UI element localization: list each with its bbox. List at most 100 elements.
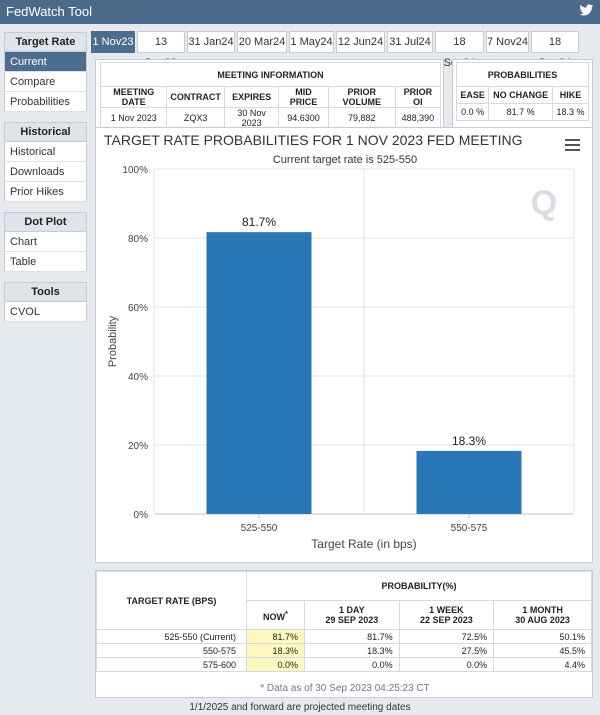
- contract-value: ZQX3: [166, 107, 225, 129]
- one-month-cell: 50.1%: [493, 629, 592, 644]
- tab-12-jun24[interactable]: 12 Jun24: [336, 31, 385, 53]
- probability-table-panel: TARGET RATE (BPS) PROBABILITY(%) NOW* 1 …: [95, 570, 593, 698]
- sidebar-item-compare[interactable]: Compare: [4, 72, 87, 92]
- sidebar: Target Rate Current Compare Probabilitie…: [4, 32, 87, 322]
- hamburger-menu-icon[interactable]: [565, 139, 580, 151]
- y-tick-label: 40%: [128, 372, 148, 383]
- header-1-day: 1 DAY 29 SEP 2023: [304, 600, 400, 630]
- sidebar-item-cvol[interactable]: CVOL: [4, 302, 87, 322]
- header-1-week: 1 WEEK 22 SEP 2023: [398, 600, 495, 630]
- one-day-cell: 81.7%: [304, 629, 400, 644]
- header-1-month: 1 MONTH 30 AUG 2023: [493, 600, 592, 630]
- ease-value: 0.0 %: [455, 103, 490, 121]
- title-bar: FedWatch Tool: [0, 0, 600, 24]
- x-axis-title: Target Rate (in bps): [311, 537, 416, 551]
- sidebar-item-current[interactable]: Current: [4, 52, 87, 72]
- bar: [206, 232, 312, 514]
- projected-dates-note: 1/1/2025 and forward are projected meeti…: [189, 702, 411, 713]
- sidebar-item-table[interactable]: Table: [4, 252, 87, 272]
- header-1-week-label: 1 WEEK: [429, 605, 464, 615]
- header-1-month-date: 30 AUG 2023: [515, 615, 570, 625]
- header-1-week-date: 22 SEP 2023: [419, 615, 473, 625]
- tab-13-dec23[interactable]: 13 Dec23: [137, 31, 185, 69]
- header-prior-volume: PRIOR VOLUME: [327, 86, 396, 108]
- header-contract: CONTRACT: [166, 86, 225, 108]
- y-tick-label: 0%: [134, 510, 149, 521]
- tab-1-may24[interactable]: 1 May24: [289, 31, 334, 53]
- mid-price-value: 94.6300: [278, 107, 329, 129]
- meeting-information-caption: MEETING INFORMATION: [100, 62, 441, 87]
- header-no-change: NO CHANGE: [488, 86, 554, 104]
- header-now: NOW*: [246, 600, 305, 630]
- header-prior-oi: PRIOR OI: [394, 86, 442, 108]
- probabilities-table: PROBABILITIES EASE NO CHANGE HIKE 0.0 % …: [455, 62, 589, 121]
- now-cell: 18.3%: [246, 643, 305, 658]
- prior-volume-value: 79,882: [327, 107, 396, 129]
- one-day-cell: 0.0%: [304, 657, 400, 672]
- probability-table: TARGET RATE (BPS) PROBABILITY(%) NOW* 1 …: [96, 571, 592, 672]
- sidebar-item-downloads[interactable]: Downloads: [4, 162, 87, 182]
- meeting-information-table: MEETING INFORMATION MEETING DATE CONTRAC…: [99, 62, 442, 129]
- header-probability-group: PROBABILITY(%): [246, 571, 592, 601]
- tab-18-dec24[interactable]: 18 Dec24: [531, 31, 579, 69]
- table-row: 575-600 0.0% 0.0% 0.0% 4.4%: [96, 657, 592, 672]
- sidebar-heading-dot-plot: Dot Plot: [4, 212, 87, 232]
- x-tick-label: 550-575: [451, 523, 488, 534]
- y-tick-label: 60%: [128, 303, 148, 314]
- chart-subtitle: Current target rate is 525-550: [272, 154, 418, 166]
- header-now-marker: *: [285, 608, 288, 618]
- now-cell: 81.7%: [246, 629, 305, 644]
- header-1-day-label: 1 DAY: [338, 605, 365, 615]
- header-now-label: NOW: [263, 611, 286, 622]
- app-title: FedWatch Tool: [6, 4, 92, 19]
- header-ease: EASE: [455, 86, 490, 104]
- no-change-value: 81.7 %: [488, 103, 554, 121]
- one-week-cell: 27.5%: [398, 643, 495, 658]
- bar: [416, 450, 522, 514]
- header-1-month-label: 1 MONTH: [522, 605, 563, 615]
- rate-cell: 525-550 (Current): [96, 629, 247, 644]
- sidebar-item-chart[interactable]: Chart: [4, 232, 87, 252]
- sidebar-item-probabilities[interactable]: Probabilities: [4, 92, 87, 112]
- probabilities-caption: PROBABILITIES: [456, 62, 589, 87]
- meeting-tabs: 1 Nov23 13 Dec23 31 Jan24 20 Mar24 1 May…: [91, 30, 596, 69]
- data-timestamp-footnote: * Data as of 30 Sep 2023 04:25:23 CT: [260, 683, 430, 694]
- chart-title: TARGET RATE PROBABILITIES FOR 1 NOV 2023…: [104, 132, 523, 148]
- tab-31-jul24[interactable]: 31 Jul24: [387, 31, 433, 53]
- one-week-cell: 72.5%: [398, 629, 495, 644]
- bar-data-label: 18.3%: [452, 434, 486, 448]
- header-1-day-date: 29 SEP 2023: [325, 615, 379, 625]
- header-meeting-date: MEETING DATE: [99, 86, 168, 108]
- sidebar-item-prior-hikes[interactable]: Prior Hikes: [4, 182, 87, 202]
- rate-cell: 575-600: [96, 657, 247, 672]
- header-target-rate-bps: TARGET RATE (BPS): [96, 571, 247, 630]
- header-expires: EXPIRES: [223, 86, 280, 108]
- tab-1-nov23[interactable]: 1 Nov23: [91, 31, 135, 53]
- hike-value: 18.3 %: [552, 103, 589, 121]
- y-tick-label: 80%: [128, 234, 148, 245]
- x-tick-label: 525-550: [241, 523, 278, 534]
- y-axis-title: Probability: [107, 315, 119, 367]
- sidebar-heading-tools: Tools: [4, 282, 87, 302]
- meeting-date-value: 1 Nov 2023: [99, 107, 168, 129]
- one-month-cell: 4.4%: [493, 657, 592, 672]
- sidebar-heading-target-rate: Target Rate: [4, 32, 87, 52]
- y-tick-label: 100%: [122, 165, 148, 176]
- tab-31-jan24[interactable]: 31 Jan24: [187, 31, 235, 53]
- prior-oi-value: 488,390: [394, 107, 442, 129]
- sidebar-item-historical[interactable]: Historical: [4, 142, 87, 162]
- tab-7-nov24[interactable]: 7 Nov24: [486, 31, 529, 53]
- twitter-bird-icon[interactable]: [579, 4, 594, 17]
- expires-value: 30 Nov 2023: [223, 107, 280, 129]
- table-row: 525-550 (Current) 81.7% 81.7% 72.5% 50.1…: [96, 629, 592, 644]
- tab-18-sep24[interactable]: 18 Sep24: [435, 31, 484, 69]
- bar-chart: Q 0% 20% 40% 60% 80% 100% 81.7% 525-550 18.3% 550-…: [107, 165, 575, 551]
- one-day-cell: 18.3%: [304, 643, 400, 658]
- sidebar-heading-historical: Historical: [4, 122, 87, 142]
- bar-data-label: 81.7%: [242, 215, 276, 229]
- rate-cell: 550-575: [96, 643, 247, 658]
- one-month-cell: 45.5%: [493, 643, 592, 658]
- tab-20-mar24[interactable]: 20 Mar24: [237, 31, 287, 53]
- header-mid-price: MID PRICE: [278, 86, 329, 108]
- y-tick-label: 20%: [128, 441, 148, 452]
